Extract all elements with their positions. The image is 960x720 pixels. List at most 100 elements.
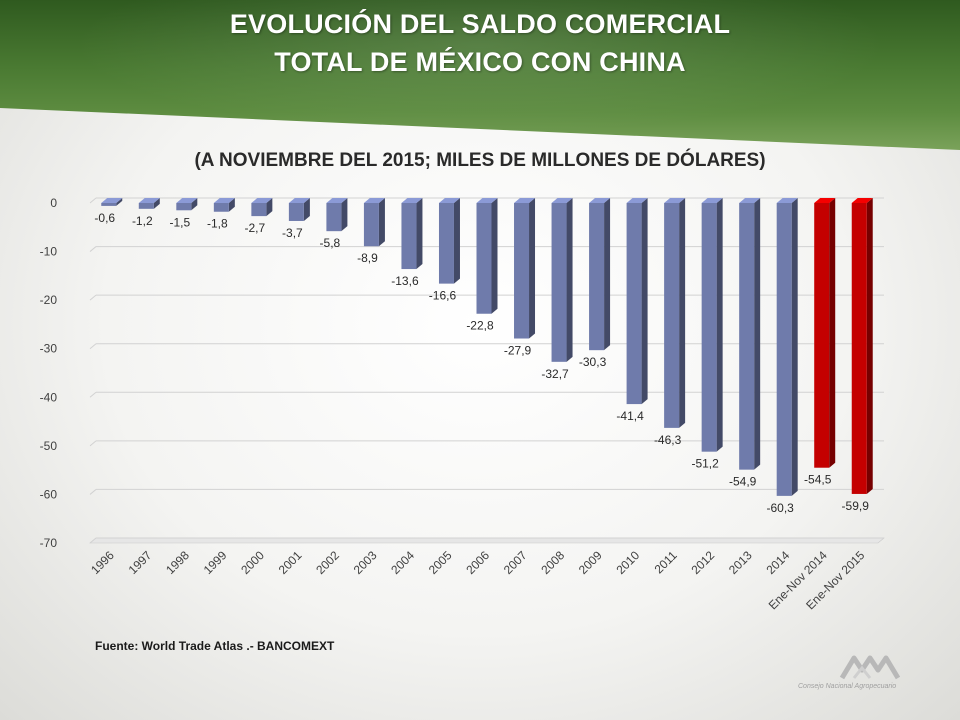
bar [701, 203, 717, 452]
bar [101, 203, 117, 206]
bar-top [664, 198, 686, 203]
bar [739, 203, 755, 470]
x-tick-label: 2008 [538, 548, 567, 577]
x-tick-label: 2010 [613, 548, 642, 577]
x-tick-label: 2002 [313, 548, 342, 577]
data-label: -60,3 [767, 501, 795, 515]
data-label: -59,9 [842, 499, 870, 513]
x-tick-label: 2012 [688, 548, 717, 577]
bar-side [341, 198, 348, 232]
gridline-depth [89, 489, 97, 495]
bar-top [326, 198, 348, 203]
x-tick-label: 1996 [88, 548, 117, 577]
bar-top [213, 198, 235, 203]
bar-side [754, 198, 761, 470]
data-label: -1,8 [207, 217, 228, 231]
logo-caption: Consejo Nacional Agropecuario [798, 683, 897, 690]
bar [589, 203, 605, 351]
y-tick-label: -50 [40, 439, 58, 453]
data-label: -51,2 [691, 457, 719, 471]
data-label: -8,9 [357, 251, 378, 265]
bar-top [401, 198, 423, 203]
bar-side [529, 198, 536, 339]
bar [551, 203, 567, 362]
bar-top [514, 198, 536, 203]
bar [664, 203, 680, 428]
gridline-depth [89, 537, 97, 544]
data-label: -1,2 [132, 214, 153, 228]
bar-chart: 0 -10 -20 -30 -40 -50 -60 -70 -0,6 1996 -1,2 1997 -1… [40, 196, 885, 612]
bar [176, 203, 192, 211]
gridline-depth [89, 294, 97, 301]
bar-top [701, 198, 723, 203]
x-tick-label: 2007 [501, 548, 530, 577]
data-label: -1,5 [169, 215, 190, 229]
bar-top [814, 198, 836, 203]
x-tick-label: 2011 [652, 548, 680, 576]
bar-top [288, 198, 310, 203]
x-tick-label: 1999 [201, 548, 230, 577]
bar-top [363, 198, 385, 203]
title-line-2: TOTAL DE MÉXICO CON CHINA [274, 47, 686, 77]
bar-side [716, 198, 723, 452]
bar [438, 203, 454, 284]
chart-floor [89, 537, 885, 544]
bar-top [138, 198, 160, 203]
gridline-depth [89, 197, 97, 204]
y-tick-label: -60 [40, 487, 58, 501]
data-label: -54,5 [804, 473, 832, 487]
title-line-1: EVOLUCIÓN DEL SALDO COMERCIAL [229, 9, 731, 39]
bar-side [266, 198, 273, 217]
x-tick-label: 1998 [163, 548, 192, 577]
bar [288, 203, 304, 221]
data-label: -32,7 [541, 367, 569, 381]
bar [851, 203, 867, 494]
bar [814, 203, 830, 468]
bar [138, 203, 154, 209]
gridline-depth [89, 343, 97, 350]
y-tick-label: -10 [40, 245, 58, 259]
bar [514, 203, 530, 339]
data-label: -3,7 [282, 226, 303, 240]
bar [363, 203, 379, 247]
bar-side [116, 198, 123, 206]
bar [626, 203, 642, 405]
data-label: -0,6 [94, 211, 115, 225]
bar-top [776, 198, 798, 203]
bar-side [453, 198, 460, 284]
x-tick-label: 2014 [764, 548, 793, 577]
y-tick-label: -40 [40, 390, 58, 404]
bar-top [176, 198, 198, 203]
x-tick-label: 2003 [351, 548, 380, 577]
bar-side [866, 198, 873, 494]
bar-side [829, 198, 836, 468]
bar-top [251, 198, 273, 203]
data-label: -5,8 [320, 236, 341, 250]
bar-side [791, 198, 798, 496]
bar-side [416, 198, 423, 270]
bar [326, 203, 342, 232]
bar [401, 203, 417, 270]
bar-top [101, 198, 123, 203]
cna-logo-icon [839, 655, 901, 680]
gridline-depth [89, 391, 97, 398]
x-tick-label: 1997 [126, 548, 155, 577]
bar-side [153, 198, 160, 209]
bar-side [641, 198, 648, 405]
x-tick-label: 2001 [276, 548, 305, 577]
bar-top [438, 198, 460, 203]
bar-top [551, 198, 573, 203]
x-tick-label: 2000 [238, 548, 267, 577]
x-tick-label: 2005 [426, 548, 455, 577]
data-label: -16,6 [429, 289, 457, 303]
data-label: -46,3 [654, 433, 682, 447]
bar [776, 203, 792, 496]
bar [251, 203, 267, 217]
bar-side [303, 198, 310, 221]
y-tick-label: -30 [40, 342, 58, 356]
data-label: -41,4 [616, 409, 644, 423]
bar [476, 203, 492, 314]
x-tick-label: 2006 [463, 548, 492, 577]
bar-side [491, 198, 498, 314]
data-label: -30,3 [579, 355, 607, 369]
